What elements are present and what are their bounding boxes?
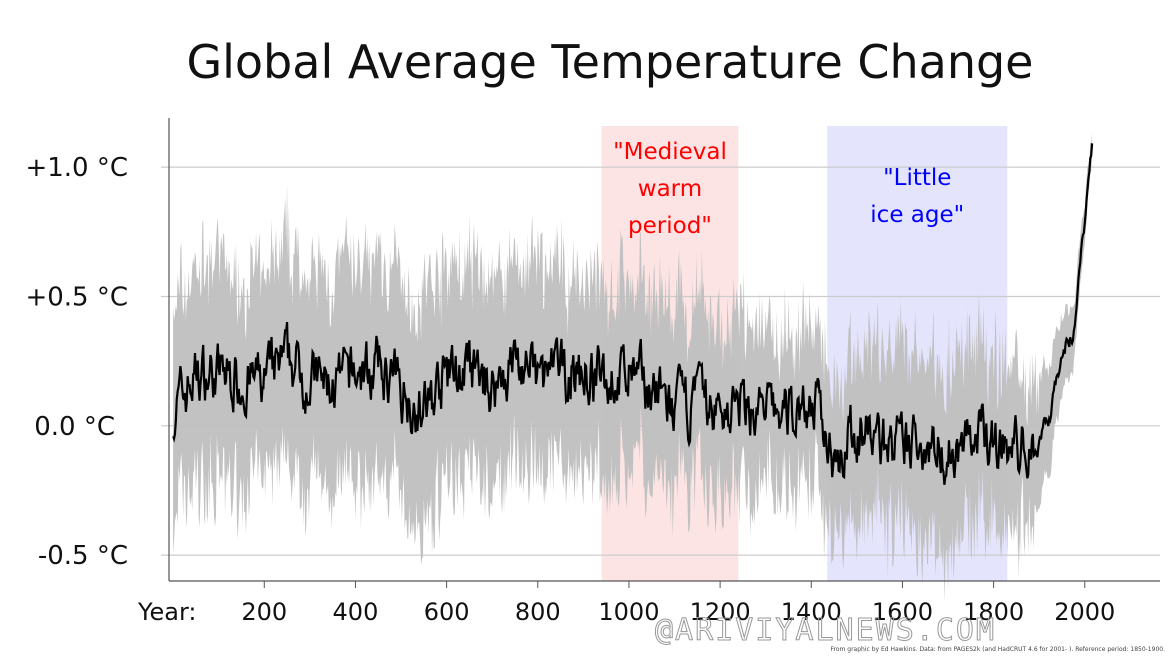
x-tick-label: 2000: [1054, 598, 1115, 626]
annotation-label: warm: [638, 176, 702, 202]
axes: +1.0 °C +0.5 °C 0.0 °C -0.5 °C 200 400 600 800 1…: [25, 118, 1160, 626]
watermark: @ARIVIYALNEWS.COM: [655, 613, 996, 648]
annotation-label: "Medieval: [613, 139, 727, 165]
x-tick-label: 1200: [690, 598, 751, 626]
annotation-label: ice age": [870, 202, 964, 228]
x-tick-label: 1000: [598, 598, 659, 626]
annotations: "Medieval warm period" "Little ice age": [613, 139, 964, 239]
x-tick-label: 800: [515, 598, 561, 626]
annotation-label: "Little: [883, 165, 951, 191]
series-layer: [172, 133, 1094, 603]
annotation-label: period": [628, 213, 712, 239]
x-tick-label: 1800: [963, 598, 1024, 626]
x-tick-label: 400: [333, 598, 379, 626]
x-axis-label: Year:: [137, 598, 196, 626]
y-tick-label: +0.5 °C: [25, 282, 128, 312]
mean-temperature-line: [172, 143, 1094, 485]
credit-text: From graphic by Ed Hawkins. Data: from P…: [830, 646, 1165, 653]
y-tick-label: -0.5 °C: [38, 541, 128, 571]
y-tick-label: +1.0 °C: [25, 153, 128, 183]
x-tick-label: 200: [241, 598, 287, 626]
y-tick-label: 0.0 °C: [34, 412, 115, 442]
x-tick-label: 1600: [872, 598, 933, 626]
x-tick-label: 600: [424, 598, 470, 626]
x-tick-label: 1400: [781, 598, 842, 626]
chart-title: Global Average Temperature Change: [186, 35, 1033, 89]
